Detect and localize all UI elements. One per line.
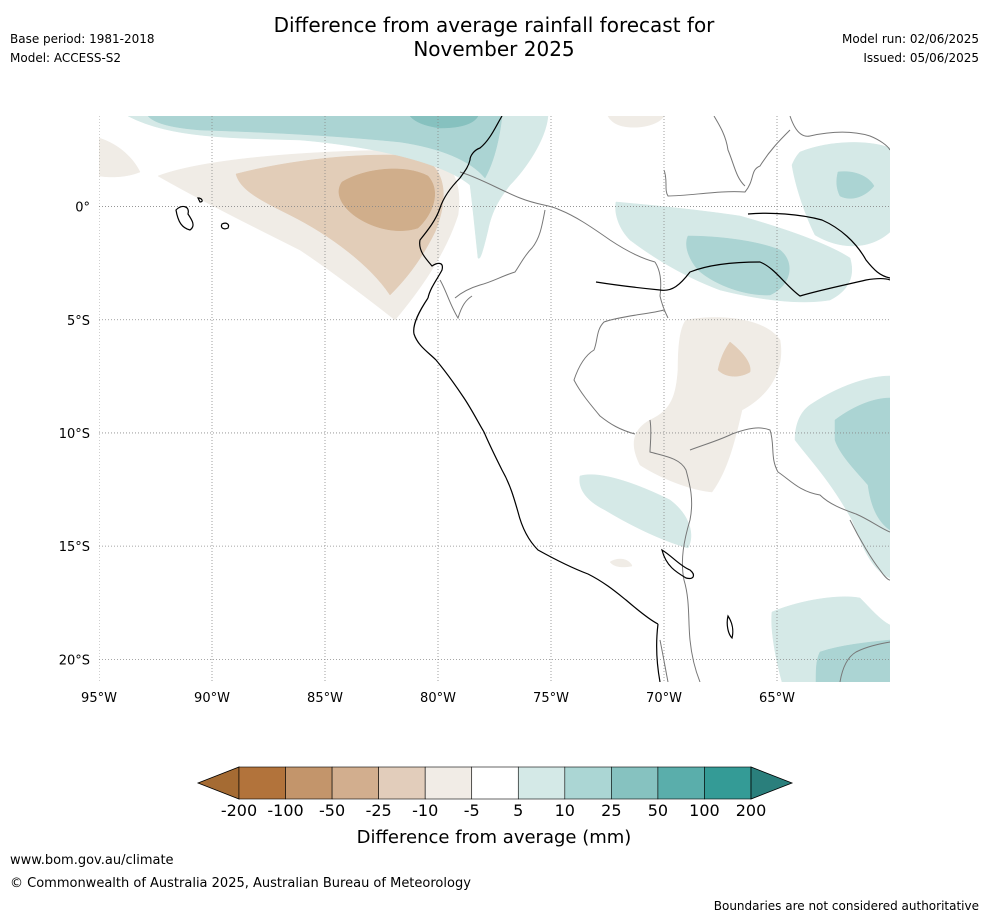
colorbar-tick-label: 200 bbox=[736, 801, 767, 820]
lon-tick-label: 85°W bbox=[307, 691, 343, 706]
dry-region-north-small bbox=[607, 116, 665, 128]
issued-text: Issued: 05/06/2025 bbox=[863, 51, 979, 65]
dry-region-small-south bbox=[609, 558, 633, 568]
colorbar-cell bbox=[517, 766, 566, 800]
colorbar-cell bbox=[704, 766, 752, 800]
page-title: Difference from average rainfall forecas… bbox=[194, 13, 794, 61]
coast-galapagos-2 bbox=[220, 222, 230, 230]
lon-tick-label: 90°W bbox=[194, 691, 230, 706]
wet-region-amazon-mid bbox=[686, 235, 790, 296]
colorbar-cell bbox=[424, 766, 473, 800]
lon-gridlines bbox=[99, 116, 778, 682]
dry-region-central-light bbox=[633, 317, 782, 493]
colorbar-tick-label: -25 bbox=[366, 801, 392, 820]
lon-tick-labels: 95°W 90°W 85°W 80°W 75°W 70°W 65°W bbox=[81, 691, 795, 706]
footer-copyright: © Commonwealth of Australia 2025, Austra… bbox=[10, 876, 471, 891]
dry-region-central-mid bbox=[717, 341, 751, 377]
border-peru-bolivia bbox=[649, 419, 701, 682]
coast-ecuador bbox=[419, 177, 461, 299]
model-text: Model: ACCESS-S2 bbox=[10, 51, 122, 65]
wet-region-north-strong bbox=[409, 116, 479, 129]
border-south-bolivia bbox=[839, 641, 890, 682]
border-argentina-chile bbox=[659, 639, 669, 682]
colorbar-cell bbox=[285, 766, 333, 800]
footer-note: Boundaries are not considered authoritat… bbox=[713, 899, 979, 913]
coast-galapagos-3 bbox=[197, 197, 203, 203]
coast-rio-negro bbox=[747, 212, 890, 279]
colorbar-cell bbox=[611, 766, 659, 800]
lat-tick-label: 5°S bbox=[67, 314, 90, 329]
colorbar-cell bbox=[564, 766, 612, 800]
colorbar-tick-label: 100 bbox=[689, 801, 720, 820]
colorbar-arrow-high bbox=[750, 766, 794, 800]
colorbar-tick-label: 50 bbox=[648, 801, 668, 820]
meta-left: Base period: 1981-2018 Model: ACCESS-S2 bbox=[10, 32, 155, 70]
colorbar-cell bbox=[378, 766, 426, 800]
coast-galapagos-1 bbox=[175, 205, 194, 231]
wet-region-east-mid bbox=[834, 397, 890, 531]
dry-region-west-edge bbox=[99, 137, 141, 178]
dry-region-pacific-strong bbox=[338, 168, 435, 231]
colorbar-cell bbox=[238, 766, 286, 800]
lon-tick-label: 80°W bbox=[420, 691, 456, 706]
border-ecuador-peru bbox=[439, 279, 473, 320]
model-run-text: Model run: 02/06/2025 bbox=[841, 32, 979, 46]
wet-region-south-peru-light bbox=[579, 474, 692, 549]
country-borders bbox=[439, 116, 890, 682]
lon-tick-label: 70°W bbox=[646, 691, 682, 706]
lat-tick-label: 15°S bbox=[59, 540, 90, 555]
border-bolivia-brazil bbox=[689, 427, 890, 533]
coast-amazon-river bbox=[595, 261, 890, 297]
lon-tick-label: 75°W bbox=[533, 691, 569, 706]
colorbar-tick-label: 5 bbox=[513, 801, 523, 820]
coast-lake-titicaca bbox=[661, 548, 695, 580]
colorbar-tick-label: 10 bbox=[555, 801, 575, 820]
footer-url: www.bom.gov.au/climate bbox=[10, 853, 174, 868]
colorbar-cell bbox=[471, 766, 519, 800]
border-colombia-ecuador bbox=[459, 171, 656, 263]
border-brazil-peru bbox=[573, 309, 665, 435]
lat-tick-labels: 0° 5°S 10°S 15°S 20°S bbox=[59, 201, 90, 669]
colorbar-tick-label: -200 bbox=[221, 801, 257, 820]
wet-region-southeast-mid bbox=[815, 639, 890, 682]
border-brazil-venezuela-north bbox=[789, 116, 890, 151]
lat-tick-label: 20°S bbox=[59, 653, 90, 668]
border-bolivia-paraguay bbox=[849, 519, 890, 581]
coast-lake-poopo bbox=[726, 614, 734, 640]
colorbar-tick-label: 25 bbox=[601, 801, 621, 820]
lon-tick-label: 65°W bbox=[759, 691, 795, 706]
lon-tick-label: 95°W bbox=[81, 691, 117, 706]
coast-chile bbox=[656, 623, 661, 682]
wet-region-north-mid bbox=[147, 116, 503, 179]
meta-right: Model run: 02/06/2025 Issued: 05/06/2025 bbox=[842, 32, 979, 70]
rainfall-map: 0° 5°S 10°S 15°S 20°S 95°W 90°W 85°W 80°W 75°W 70… bbox=[59, 116, 890, 706]
colorbar-tick-labels: -200 -100 -50 -25 -10 -5 5 10 25 50 100 200 bbox=[221, 801, 766, 820]
coast-colombia-pacific bbox=[459, 116, 503, 179]
colorbar-tick-label: -5 bbox=[464, 801, 480, 820]
wet-region-northeast-mid bbox=[836, 171, 875, 199]
map-gridlines bbox=[99, 116, 890, 682]
title-line-1: Difference from average rainfall forecas… bbox=[273, 13, 715, 37]
colorbar-cell bbox=[657, 766, 705, 800]
colorbar-tick-label: -100 bbox=[267, 801, 303, 820]
colorbar-cells bbox=[196, 766, 794, 800]
colorbar-tick-label: -10 bbox=[412, 801, 438, 820]
title-line-2: November 2025 bbox=[413, 37, 575, 61]
border-venezuela-guyana bbox=[713, 116, 746, 187]
coast-peru bbox=[413, 297, 659, 625]
colorbar-label: Difference from average (mm) bbox=[357, 827, 632, 848]
colorbar-tick-label: -50 bbox=[319, 801, 345, 820]
border-colombia-peru bbox=[454, 209, 546, 299]
border-colombia-venezuela bbox=[663, 129, 791, 197]
border-colombia-brazil bbox=[654, 261, 669, 319]
colorbar-cell bbox=[331, 766, 379, 800]
colorbar-arrow-low bbox=[196, 766, 240, 800]
lat-tick-label: 10°S bbox=[59, 427, 90, 442]
coastlines bbox=[175, 116, 890, 682]
lat-tick-label: 0° bbox=[75, 201, 90, 216]
base-period-text: Base period: 1981-2018 bbox=[10, 32, 155, 46]
